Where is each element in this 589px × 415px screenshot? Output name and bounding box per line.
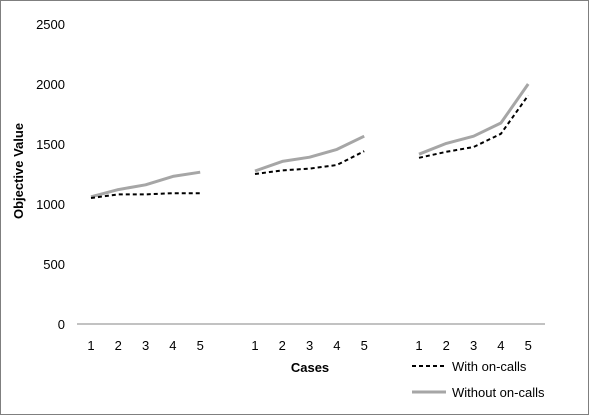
x-axis-ticks: 1 2 3 4 5 1 2 3 4 5 1 2 3 4 5 — [87, 338, 531, 353]
legend-label-with-on-calls: With on-calls — [452, 359, 527, 374]
series-line-with-on-calls-group-3 — [418, 94, 530, 159]
series-layer — [90, 83, 530, 199]
x-tick-label: 5 — [525, 338, 532, 353]
x-tick-label: 2 — [443, 338, 450, 353]
series-line-without-on-calls-group-1 — [90, 170, 201, 199]
x-tick-label: 4 — [333, 338, 340, 353]
x-tick-label: 4 — [497, 338, 504, 353]
y-tick-label: 2500 — [36, 17, 65, 32]
x-tick-label: 2 — [279, 338, 286, 353]
legend: With on-calls Without on-calls — [412, 359, 545, 400]
y-tick-label: 0 — [58, 317, 65, 332]
x-axis-title: Cases — [291, 360, 329, 375]
x-tick-label: 1 — [415, 338, 422, 353]
x-tick-label: 5 — [197, 338, 204, 353]
x-tick-label: 3 — [470, 338, 477, 353]
y-axis-ticks: 0 500 1000 1500 2000 2500 — [36, 17, 65, 332]
y-axis-title: Objective Value — [11, 123, 26, 219]
x-tick-label: 5 — [361, 338, 368, 353]
y-tick-label: 1500 — [36, 137, 65, 152]
x-tick-label: 1 — [251, 338, 258, 353]
x-tick-label: 2 — [115, 338, 122, 353]
y-tick-label: 2000 — [36, 77, 65, 92]
y-tick-label: 500 — [43, 257, 65, 272]
x-tick-label: 3 — [142, 338, 149, 353]
x-tick-label: 1 — [87, 338, 94, 353]
x-tick-label: 4 — [169, 338, 176, 353]
y-tick-label: 1000 — [36, 197, 65, 212]
series-line-with-on-calls-group-1 — [90, 192, 201, 199]
series-line-with-on-calls-group-2 — [254, 150, 365, 175]
legend-label-without-on-calls: Without on-calls — [452, 385, 545, 400]
x-tick-label: 3 — [306, 338, 313, 353]
series-line-without-on-calls-group-3 — [418, 83, 530, 156]
series-line-without-on-calls-group-2 — [254, 134, 365, 173]
